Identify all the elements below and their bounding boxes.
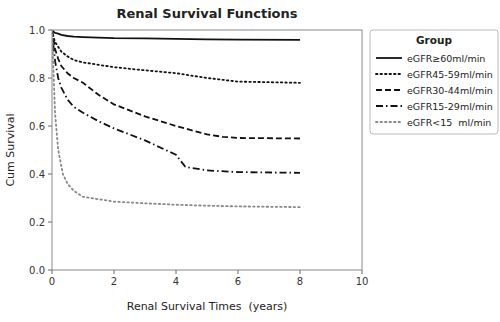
legend-title: Group: [416, 34, 452, 46]
x-tick: [52, 270, 53, 274]
legend-box: [370, 30, 498, 134]
legend-label: eGFR15-29ml/min: [407, 101, 493, 112]
x-tick-label: 2: [111, 276, 117, 287]
title: Renal Survival Functions: [116, 6, 297, 21]
x-tick-label: 10: [356, 276, 369, 287]
legend: Group eGFR≥60ml/min eGFR45-59ml/min eGFR30-…: [370, 30, 498, 134]
y-tick: [48, 126, 52, 127]
legend-label: eGFR45-59ml/min: [407, 69, 493, 80]
legend-label: eGFR<15 ml/min: [407, 117, 491, 128]
y-tick-label: 0.8: [29, 73, 45, 84]
legend-swatch: [376, 73, 402, 75]
x-tick: [176, 270, 177, 274]
y-tick-label: 1.0: [29, 25, 45, 36]
legend-label: eGFR≥60ml/min: [407, 53, 485, 64]
y-tick-label: 0.4: [29, 169, 45, 180]
legend-swatch: [376, 57, 402, 59]
y-tick-label: 0.2: [29, 217, 45, 228]
x-tick-label: 6: [235, 276, 241, 287]
y-tick: [48, 30, 52, 31]
x-tick-label: 8: [297, 276, 303, 287]
plot-area: [52, 30, 362, 270]
x-tick: [362, 270, 363, 274]
y-tick: [48, 222, 52, 223]
x-tick: [114, 270, 115, 274]
series-line: [52, 30, 300, 40]
legend-label: eGFR30-44ml/min: [407, 85, 493, 96]
x-axis-label: Renal Survival Times (years): [127, 300, 288, 313]
y-tick: [48, 174, 52, 175]
series-line: [52, 30, 300, 83]
y-tick: [48, 270, 52, 271]
series-group: [52, 30, 300, 207]
legend-swatch: [376, 105, 402, 107]
legend-swatch: [376, 121, 402, 123]
chart: Renal Survival Functions 0 2 4 6 8 10 0.0 0.2 0.4…: [0, 0, 500, 322]
series-line: [52, 30, 300, 173]
legend-swatch: [376, 89, 402, 91]
series-line: [52, 30, 300, 207]
y-tick: [48, 78, 52, 79]
x-tick: [300, 270, 301, 274]
y-tick-label: 0.0: [29, 265, 45, 276]
series-line: [52, 30, 300, 138]
y-tick-label: 0.6: [29, 121, 45, 132]
x-tick-label: 0: [49, 276, 55, 287]
x-tick-label: 4: [173, 276, 179, 287]
plot-frame: [52, 30, 362, 270]
y-axis-label: Cum Survival: [4, 113, 17, 186]
x-tick: [238, 270, 239, 274]
